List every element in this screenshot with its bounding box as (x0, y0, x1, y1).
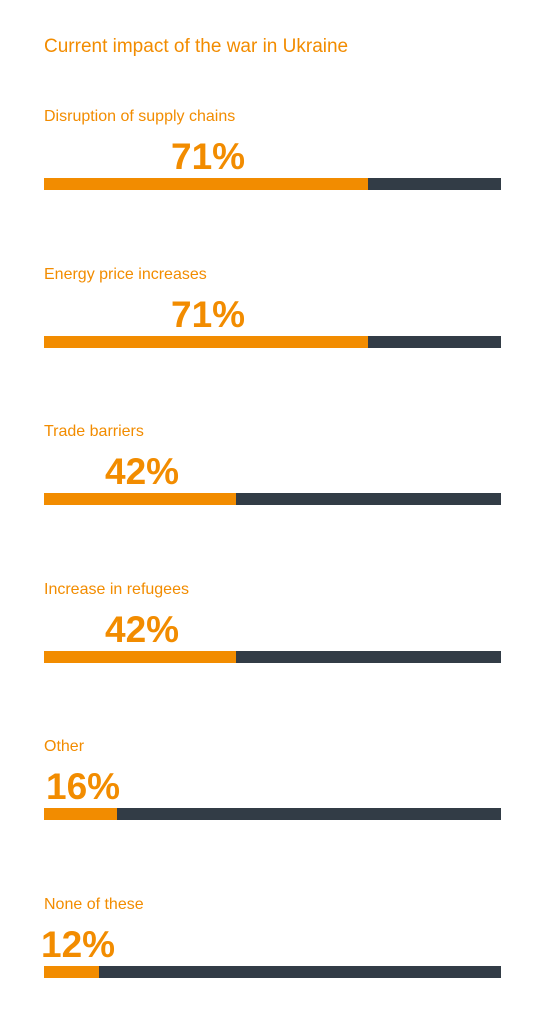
bar-fill (44, 336, 368, 348)
bar-track (44, 336, 501, 348)
bar-fill (44, 966, 99, 978)
category-label: Trade barriers (44, 423, 144, 440)
bar-item: Trade barriers 42% (44, 422, 501, 512)
bar-track (44, 178, 501, 190)
bar-item: Other 16% (44, 737, 501, 827)
value-label: 42% (105, 451, 180, 492)
bar-item: Increase in refugees 42% (44, 580, 501, 670)
chart-title: Current impact of the war in Ukraine (44, 36, 349, 57)
bar-fill (44, 178, 368, 190)
bar-item: Disruption of supply chains 71% (44, 107, 501, 197)
category-label: None of these (44, 896, 144, 913)
value-label: 12% (41, 924, 116, 965)
value-label: 42% (105, 609, 180, 650)
bar-track (44, 808, 501, 820)
bar-fill (44, 808, 117, 820)
bar-track (44, 493, 501, 505)
value-label: 71% (171, 294, 246, 335)
bar-track (44, 966, 501, 978)
category-label: Disruption of supply chains (44, 108, 236, 125)
category-label: Other (44, 738, 85, 755)
bar-fill (44, 651, 236, 663)
value-label: 71% (171, 136, 246, 177)
bar-fill (44, 493, 236, 505)
category-label: Increase in refugees (44, 581, 189, 598)
bar-item: None of these 12% (41, 895, 501, 985)
bar-item: Energy price increases 71% (44, 265, 501, 355)
category-label: Energy price increases (44, 266, 207, 283)
value-label: 16% (46, 766, 121, 807)
bar-track (44, 651, 501, 663)
